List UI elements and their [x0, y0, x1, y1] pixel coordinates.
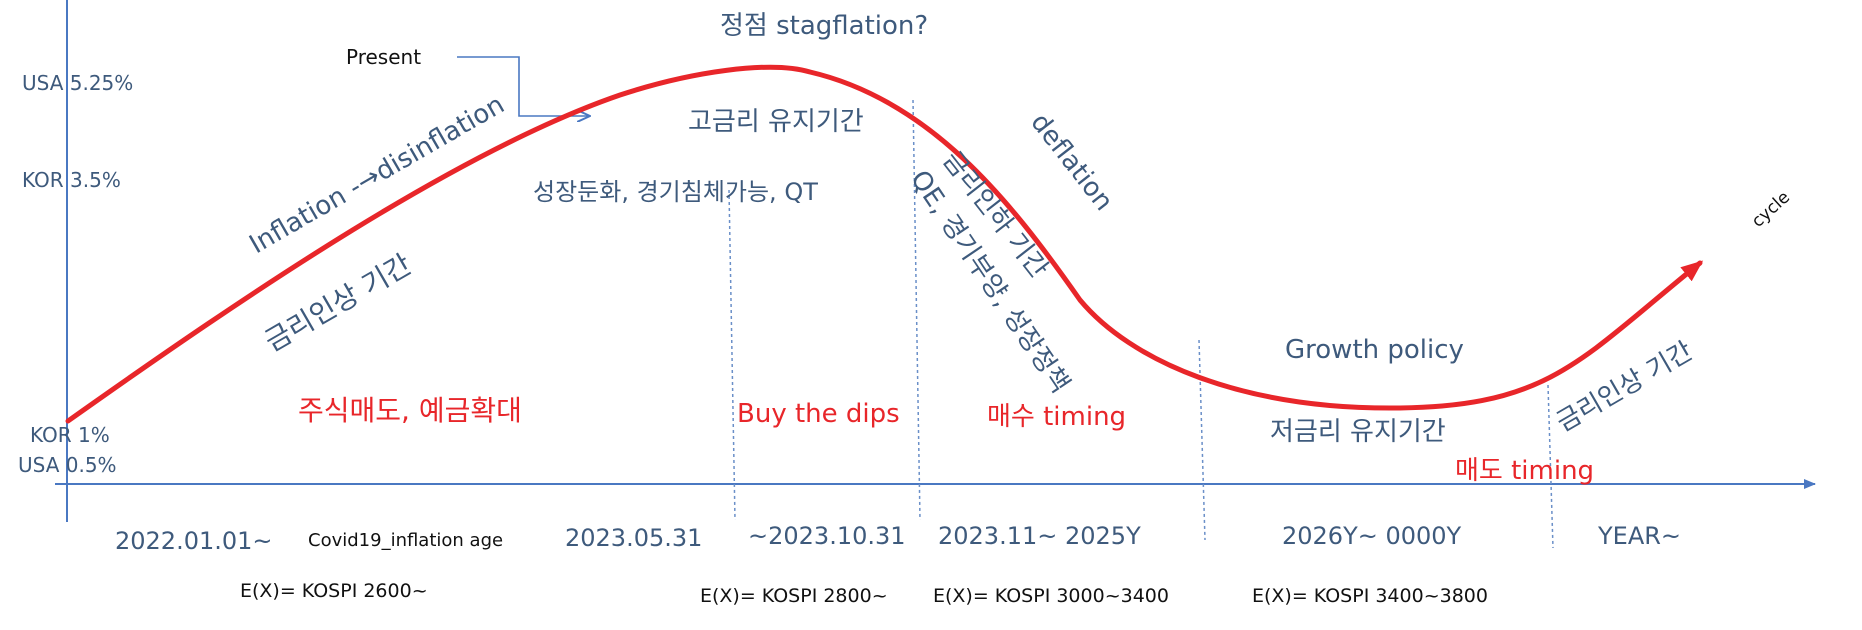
high-rate-hold-label: 고금리 유지기간	[688, 107, 864, 137]
low-rate-hold-label: 저금리 유지기간	[1270, 417, 1446, 447]
buy-timing-label: 매수 timing	[987, 402, 1126, 432]
expectation-3: E(X)= KOSPI 3000~3400	[933, 585, 1169, 607]
period-5-label: 2026Y~ 0000Y	[1282, 522, 1462, 550]
expectation-2: E(X)= KOSPI 2800~	[700, 585, 888, 607]
expectation-4: E(X)= KOSPI 3400~3800	[1252, 585, 1488, 607]
growth-policy-label: Growth policy	[1285, 335, 1464, 365]
slowdown-label: 성장둔화, 경기침체가능, QT	[533, 178, 818, 206]
y-label-usa-low: USA 0.5%	[18, 453, 117, 477]
cycle-label: cycle	[1748, 187, 1794, 231]
expectation-1: E(X)= KOSPI 2600~	[240, 580, 428, 602]
rate-hike-2-label: 금리인상 기간	[1552, 336, 1698, 438]
divider-1	[728, 189, 736, 521]
inflation-label: Inflation -→disinflation	[245, 90, 510, 260]
cycle-curve	[65, 64, 1704, 424]
period-1-label: 2022.01.01~	[115, 527, 273, 555]
sell-stock-label: 주식매도, 예금확대	[298, 394, 522, 427]
y-label-usa-high: USA 5.25%	[22, 71, 133, 95]
period-3-label: ~2023.10.31	[748, 522, 906, 550]
peak-label: 정점 stagflation?	[720, 11, 928, 41]
present-pointer-arrow	[457, 56, 590, 116]
buy-dips-label: Buy the dips	[737, 399, 900, 429]
sell-timing-label: 매도 timing	[1455, 456, 1594, 486]
divider-2	[912, 99, 921, 521]
divider-3	[1198, 339, 1206, 541]
period-6-label: YEAR~	[1597, 522, 1681, 550]
y-label-kor-low: KOR 1%	[30, 423, 110, 447]
period-2-label: 2023.05.31	[565, 524, 702, 552]
period-4-label: 2023.11~ 2025Y	[938, 522, 1141, 550]
present-label: Present	[346, 45, 421, 69]
y-label-kor-high: KOR 3.5%	[22, 168, 121, 192]
deflation-label: deflation	[1024, 108, 1118, 217]
period-1-note: Covid19_inflation age	[308, 530, 503, 551]
rate-hike-label: 금리인상 기간	[259, 248, 417, 358]
